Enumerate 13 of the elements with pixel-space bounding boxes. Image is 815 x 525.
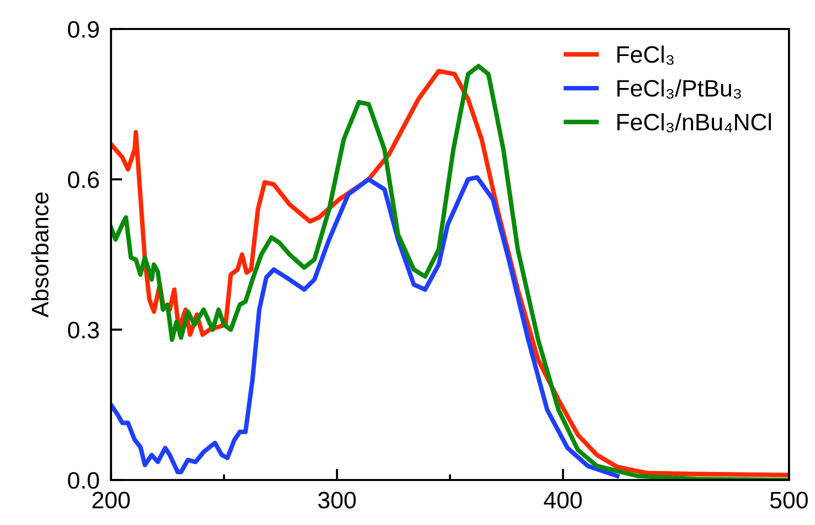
y-tick-label: 0.9 xyxy=(68,21,99,38)
legend-label: FeCl₃/PtBu₃ xyxy=(617,79,741,99)
legend-label: FeCl₃/nBu₄NCl xyxy=(617,113,771,132)
y-tick-label: 0.6 xyxy=(68,171,99,188)
legend-label: FeCl₃ xyxy=(617,46,674,65)
x-tick-label: 500 xyxy=(770,492,808,508)
y-tick-label: 0.0 xyxy=(68,472,99,489)
line-series xyxy=(111,175,620,478)
x-tick-label: 400 xyxy=(544,492,582,508)
x-tick-label: 300 xyxy=(318,492,356,508)
x-tick-label: 200 xyxy=(92,492,130,508)
y-tick-label: 0.3 xyxy=(68,322,99,338)
y-axis-title: Absorbance xyxy=(31,192,49,318)
